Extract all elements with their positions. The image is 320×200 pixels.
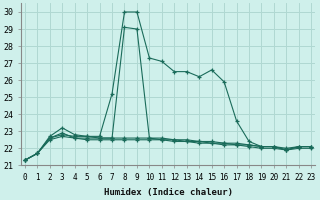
X-axis label: Humidex (Indice chaleur): Humidex (Indice chaleur) [104,188,233,197]
